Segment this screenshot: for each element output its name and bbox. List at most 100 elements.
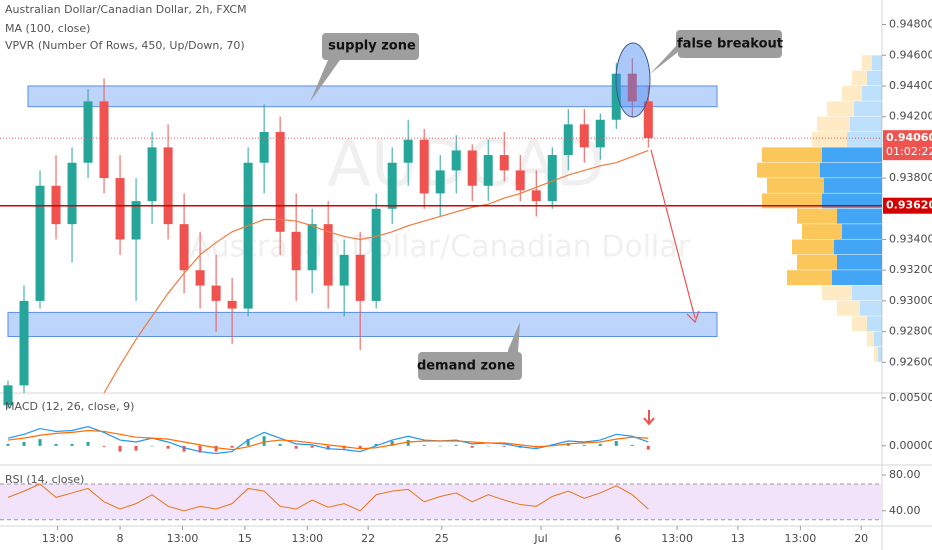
macd-line: [7, 429, 649, 451]
callout-text: supply zone: [328, 39, 416, 54]
y-tick-label: 0.93400: [889, 232, 932, 245]
macd-hist: [102, 445, 106, 447]
x-tick-label: Jul: [533, 532, 547, 545]
candle-body: [435, 170, 445, 194]
macd-arrow: [643, 410, 655, 426]
vp-up: [860, 300, 882, 316]
vp-up: [854, 101, 882, 117]
candle-body: [307, 224, 317, 271]
watermark-symbol: AUDCAD: [327, 128, 605, 202]
macd-hist: [582, 444, 586, 446]
candle-body: [147, 147, 157, 202]
x-tick-label: 15: [238, 532, 252, 545]
macd-hist: [502, 445, 506, 447]
macd-hist: [230, 445, 234, 448]
macd-hist: [406, 440, 410, 446]
ma-legend: MA (100, close): [5, 22, 90, 35]
vp-up: [874, 331, 882, 347]
candle-body: [99, 101, 109, 179]
callout-text: false breakout: [677, 37, 783, 52]
candle-body: [563, 124, 573, 156]
vp-down: [874, 346, 878, 362]
vp-up: [822, 193, 882, 209]
macd-hist: [134, 445, 138, 451]
candle-body: [515, 170, 525, 191]
vp-down: [787, 270, 832, 286]
x-tick-label: 13:00: [661, 532, 693, 545]
candle-body: [499, 155, 509, 171]
candle-body: [179, 224, 189, 271]
macd-hist: [390, 441, 394, 446]
x-tick-label: 25: [435, 532, 449, 545]
price-label-bg: [883, 197, 932, 214]
callout-box: [418, 322, 522, 380]
vp-up: [837, 208, 882, 224]
callout-text: demand zone: [417, 359, 515, 374]
x-tick-label: 13:00: [42, 532, 74, 545]
zone: [27, 85, 718, 108]
macd-hist: [86, 441, 90, 446]
vp-down: [762, 147, 822, 163]
candle-body: [131, 201, 141, 240]
macd-hist: [454, 444, 458, 446]
macd-hist: [6, 443, 10, 446]
y-tick-label: 0.94400: [889, 79, 932, 92]
vp-down: [852, 70, 867, 86]
vp-up: [834, 239, 882, 255]
candle-body: [83, 101, 93, 163]
vp-down: [817, 116, 850, 132]
macd-hist: [294, 445, 298, 449]
vp-up: [867, 316, 882, 332]
macd-line: [7, 426, 649, 455]
candle-body: [467, 150, 477, 186]
vp-down: [822, 285, 852, 301]
candle-body: [483, 155, 493, 186]
vp-down: [867, 331, 874, 347]
vp-down: [762, 193, 822, 209]
countdown: 01:02:22: [886, 145, 932, 158]
vp-down: [852, 316, 867, 332]
y-tick-label: 0.93000: [889, 294, 932, 307]
candle-body: [163, 147, 173, 225]
vp-up: [832, 270, 882, 286]
macd-hist: [486, 445, 490, 447]
arrow-head: [686, 310, 700, 324]
candle-body: [547, 155, 557, 202]
y-tick-label: 40.00: [889, 504, 921, 517]
callout-box: [310, 33, 419, 102]
candle-body: [451, 150, 461, 171]
macd-hist: [198, 445, 202, 453]
candle-body: [611, 73, 621, 120]
price-label: 0.93620: [886, 199, 932, 212]
candle-body: [67, 162, 77, 225]
vp-down: [757, 162, 820, 178]
macd-hist: [598, 443, 602, 446]
x-tick-label: 13: [731, 532, 745, 545]
vp-down: [792, 239, 834, 255]
vp-down: [797, 254, 837, 270]
candle-body: [403, 139, 413, 163]
y-tick-label: 0.00000: [889, 439, 932, 452]
y-tick-label: 0.00500: [889, 391, 932, 404]
x-tick-label: 13:00: [785, 532, 817, 545]
vp-up: [820, 162, 882, 178]
candle-body: [243, 162, 253, 309]
y-tick-label: 0.94800: [889, 18, 932, 31]
y-tick-label: 0.94200: [889, 110, 932, 123]
macd-hist: [166, 445, 170, 449]
y-tick-label: 0.93200: [889, 263, 932, 276]
macd-hist: [22, 441, 26, 446]
candle-body: [387, 162, 397, 209]
vp-down: [802, 224, 842, 239]
vp-down: [827, 101, 854, 117]
candle-body: [531, 190, 541, 202]
macd-hist: [630, 444, 634, 446]
macd-hist: [38, 439, 42, 446]
vp-down: [767, 178, 824, 193]
candle-body: [339, 254, 349, 286]
y-tick-label: 0.94600: [889, 48, 932, 61]
candle-body: [227, 300, 237, 309]
macd-hist: [614, 441, 618, 446]
macd-hist: [374, 443, 378, 446]
